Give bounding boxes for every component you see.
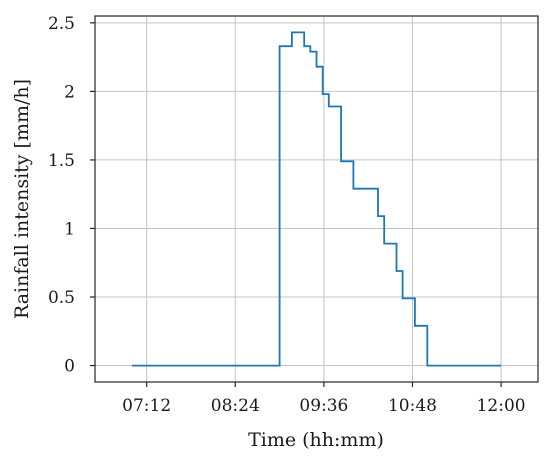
y-axis-label: Rainfall intensity [mm/h] xyxy=(11,79,33,319)
y-tick-label: 1.5 xyxy=(48,151,75,171)
y-tick-label: 2 xyxy=(64,82,75,102)
plot-frame xyxy=(94,15,539,383)
tick-marks xyxy=(90,22,502,387)
y-tick-label: 2.5 xyxy=(48,14,75,34)
x-tick-label: 09:36 xyxy=(299,396,348,416)
x-tick-label: 07:12 xyxy=(122,396,171,416)
series-layer xyxy=(131,31,502,367)
x-axis-label: Time (hh:mm) xyxy=(248,429,384,451)
y-tick-label: 0 xyxy=(64,357,75,377)
y-tick-label: 1 xyxy=(64,219,75,239)
grid xyxy=(95,16,538,382)
x-tick-label: 08:24 xyxy=(211,396,260,416)
y-tick-label: 0.5 xyxy=(48,288,75,308)
x-tick-label: 10:48 xyxy=(388,396,437,416)
x-tick-label: 12:00 xyxy=(477,396,526,416)
tick-labels: 07:12 08:24 09:36 10:48 12:00 0 0.5 1 1.5 2 2.5 xyxy=(48,14,526,416)
rainfall-series-line xyxy=(131,31,502,367)
